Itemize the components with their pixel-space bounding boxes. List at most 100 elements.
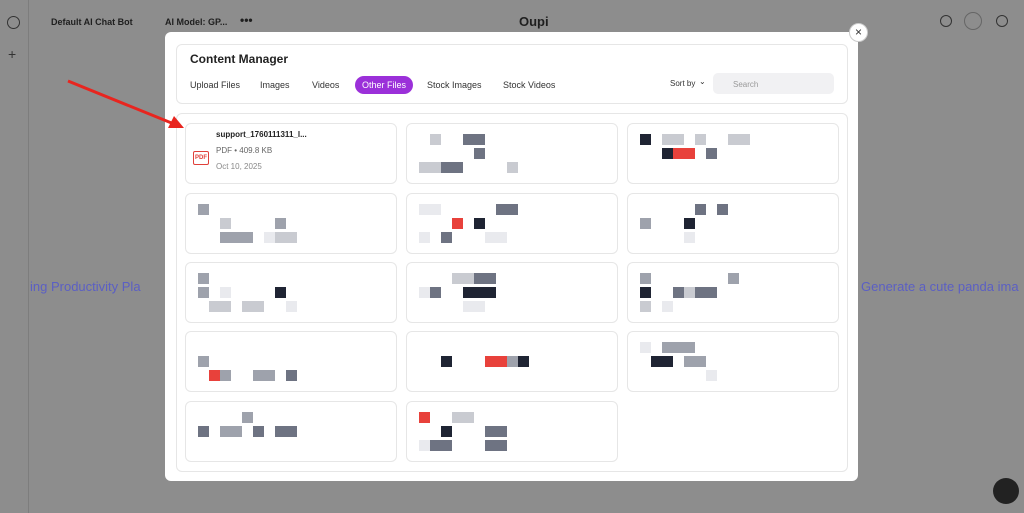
- blurred-block: [275, 232, 297, 243]
- blurred-block: [651, 356, 673, 367]
- blurred-block: [419, 287, 430, 298]
- file-card[interactable]: [627, 193, 839, 254]
- blurred-block: [430, 440, 452, 451]
- blurred-block: [474, 218, 485, 229]
- file-card[interactable]: [406, 401, 618, 462]
- sidebar: [0, 0, 29, 513]
- sidebar-toggle[interactable]: [7, 16, 20, 29]
- file-card[interactable]: [185, 123, 397, 184]
- blurred-block: [496, 204, 507, 215]
- sort-by[interactable]: Sort by: [670, 79, 696, 88]
- blurred-block: [220, 370, 231, 381]
- blurred-block: [695, 204, 706, 215]
- blurred-block: [695, 287, 717, 298]
- file-card[interactable]: [627, 123, 839, 184]
- file-card[interactable]: [406, 193, 618, 254]
- file-card[interactable]: [185, 193, 397, 254]
- blurred-block: [640, 134, 651, 145]
- blurred-block: [640, 273, 651, 284]
- blurred-block: [474, 287, 496, 298]
- blurred-block: [209, 301, 231, 312]
- file-card[interactable]: [185, 331, 397, 392]
- blurred-block: [253, 370, 275, 381]
- blurred-block: [452, 412, 474, 423]
- file-card[interactable]: [406, 262, 618, 323]
- blurred-block: [717, 204, 728, 215]
- blurred-block: [728, 134, 750, 145]
- file-date: Oct 10, 2025: [216, 162, 262, 171]
- file-card[interactable]: [627, 331, 839, 392]
- blurred-block: [419, 412, 430, 423]
- blurred-block: [662, 148, 673, 159]
- model-select[interactable]: AI Model: GP...: [165, 17, 228, 27]
- theme-toggle[interactable]: [940, 15, 952, 27]
- new-chat[interactable]: +: [8, 46, 17, 62]
- tab[interactable]: Stock Videos: [503, 80, 556, 90]
- tab[interactable]: Stock Images: [427, 80, 482, 90]
- blurred-block: [441, 426, 452, 437]
- tab[interactable]: Videos: [312, 80, 340, 90]
- tab[interactable]: Images: [260, 80, 290, 90]
- blurred-block: [286, 370, 297, 381]
- apps[interactable]: [964, 12, 982, 30]
- suggestion[interactable]: ing Productivity Pla: [30, 279, 141, 294]
- close-button[interactable]: ×: [849, 23, 868, 42]
- blurred-block: [452, 273, 474, 284]
- blurred-block: [485, 232, 507, 243]
- blurred-block: [728, 273, 739, 284]
- search-box[interactable]: [713, 73, 834, 94]
- blurred-block: [441, 232, 452, 243]
- blurred-block: [419, 204, 441, 215]
- file-card[interactable]: [627, 262, 839, 323]
- blurred-block: [684, 232, 695, 243]
- blurred-block: [507, 356, 529, 367]
- bot-select[interactable]: Default AI Chat Bot: [51, 17, 133, 27]
- blurred-block: [662, 342, 673, 353]
- blurred-block: [485, 426, 507, 437]
- blurred-block: [673, 148, 695, 159]
- blurred-block: [507, 204, 518, 215]
- blurred-block: [441, 162, 463, 173]
- brand: Oupi: [519, 14, 549, 29]
- file-card[interactable]: [185, 262, 397, 323]
- blurred-block: [253, 426, 264, 437]
- blurred-block: [640, 218, 651, 229]
- file-card[interactable]: [406, 331, 618, 392]
- file-card[interactable]: [406, 123, 618, 184]
- modal-title: Content Manager: [190, 52, 289, 66]
- account[interactable]: [996, 15, 1008, 27]
- blurred-block: [231, 232, 253, 243]
- blurred-block: [430, 287, 441, 298]
- chat-bubble[interactable]: [993, 478, 1019, 504]
- blurred-block: [463, 287, 485, 298]
- blurred-block: [275, 426, 297, 437]
- blurred-block: [507, 356, 518, 367]
- blurred-block: [198, 287, 209, 298]
- suggestion[interactable]: Generate a cute panda ima: [861, 279, 1019, 294]
- file-card[interactable]: [185, 401, 397, 462]
- blurred-block: [640, 342, 651, 353]
- arrow-line: [67, 79, 175, 126]
- blurred-block: [220, 232, 231, 243]
- blurred-block: [662, 301, 673, 312]
- blurred-block: [706, 370, 717, 381]
- blurred-block: [474, 148, 485, 159]
- tab[interactable]: Upload Files: [190, 80, 241, 90]
- blurred-block: [673, 342, 695, 353]
- blurred-block: [419, 162, 441, 173]
- blurred-block: [640, 301, 651, 312]
- blurred-block: [485, 356, 507, 367]
- blurred-block: [275, 218, 286, 229]
- blurred-block: [673, 287, 684, 298]
- blurred-block: [198, 204, 209, 215]
- blurred-block: [242, 301, 264, 312]
- blurred-block: [463, 301, 485, 312]
- more[interactable]: •••: [240, 13, 253, 27]
- tab-active[interactable]: Other Files: [355, 76, 414, 94]
- blurred-block: [242, 412, 253, 423]
- blurred-block: [452, 218, 463, 229]
- file-name[interactable]: support_1760111311_l...: [216, 130, 307, 139]
- blurred-block: [419, 232, 430, 243]
- blurred-block: [198, 426, 209, 437]
- blurred-block: [198, 273, 209, 284]
